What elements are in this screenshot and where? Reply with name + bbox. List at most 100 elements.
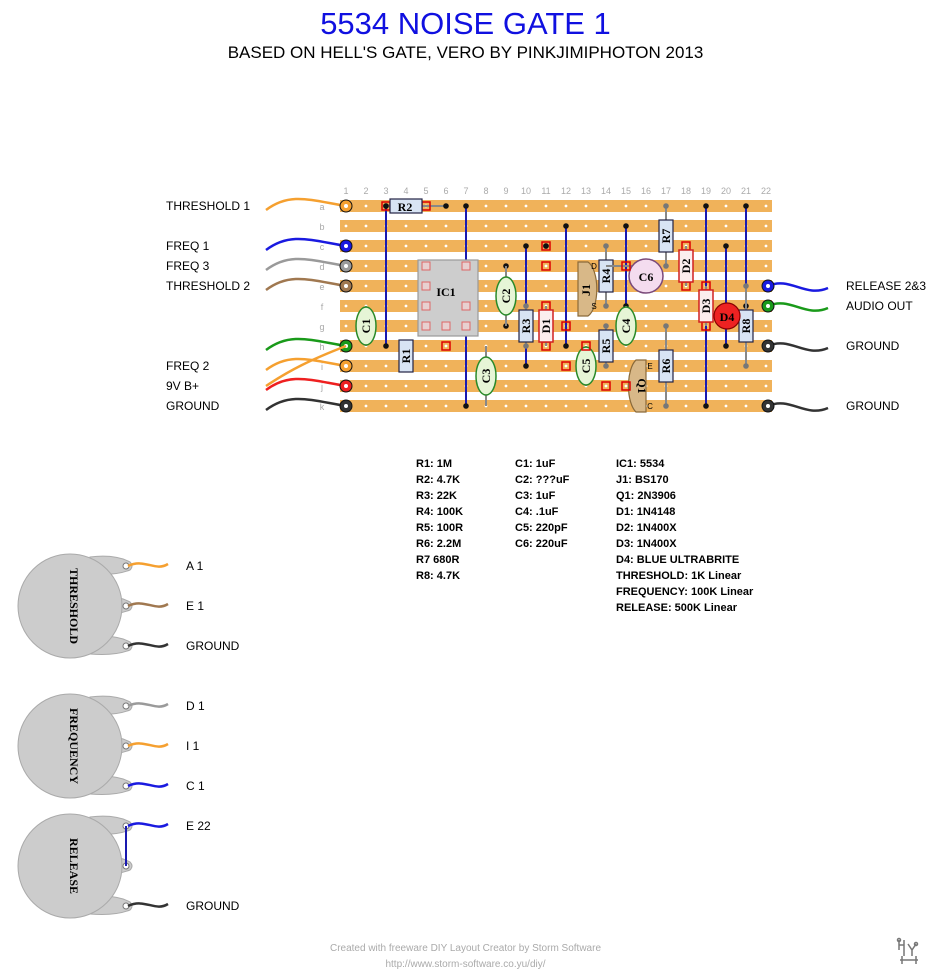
column-label: 19	[701, 186, 711, 196]
electrolytic-capacitor-body	[628, 258, 664, 294]
column-label: 7	[463, 186, 468, 196]
hole	[404, 304, 408, 308]
hole	[544, 364, 548, 368]
hole	[644, 304, 648, 308]
hole	[364, 284, 368, 288]
ic-pin	[421, 281, 431, 291]
hole	[684, 344, 688, 348]
pot-lug-label: D 1	[186, 699, 205, 713]
hole	[604, 404, 608, 408]
hole	[544, 384, 548, 388]
copper-strip	[340, 380, 772, 392]
resistor-label: R3	[519, 319, 533, 334]
capacitor-label: C3	[479, 369, 493, 384]
jfet-label: J1	[579, 284, 593, 296]
pot-wire	[127, 782, 169, 788]
solder-dot	[543, 243, 549, 249]
page-title: 5534 NOISE GATE 1	[320, 6, 611, 41]
bom-line: D3: 1N400X	[616, 538, 677, 550]
pin-letter: D	[591, 262, 597, 271]
bom-line: Q1: 2N3906	[616, 490, 676, 502]
hole	[504, 404, 508, 408]
bom-line: RELEASE: 500K Linear	[616, 602, 738, 614]
copper-strip	[340, 200, 772, 212]
row-label: c	[320, 242, 325, 252]
hole	[484, 264, 488, 268]
bom-line: D2: 1N400X	[616, 522, 677, 534]
hole	[684, 304, 688, 308]
wire-terminal-hole	[766, 284, 770, 288]
pot-lug-label: GROUND	[186, 899, 240, 913]
hole	[764, 204, 768, 208]
hole	[564, 404, 568, 408]
solder-dot	[523, 303, 529, 309]
solder-dot	[463, 203, 469, 209]
hole	[544, 264, 548, 268]
bom-line: D4: BLUE ULTRABRITE	[616, 554, 740, 566]
pot-wire	[127, 822, 169, 828]
hole	[504, 244, 508, 248]
column-label: 6	[443, 186, 448, 196]
hole	[404, 384, 408, 388]
hole	[764, 324, 768, 328]
capacitor-body	[495, 276, 517, 316]
hole	[344, 324, 348, 328]
capacitor-label: C4	[619, 319, 633, 334]
footer-url[interactable]: http://www.storm-software.co.yu/diy/	[385, 959, 546, 970]
solder-dot	[663, 203, 669, 209]
wire-terminal-hole	[344, 244, 348, 248]
page-subtitle: BASED ON HELL'S GATE, VERO BY PINKJIMIPH…	[227, 43, 704, 62]
bom-line: FREQUENCY: 100K Linear	[616, 586, 754, 598]
left-wire-label: THRESHOLD 2	[166, 279, 251, 293]
hole	[684, 384, 688, 388]
hole	[504, 344, 508, 348]
bom-line: IC1: 5534	[616, 458, 665, 470]
hole	[604, 384, 608, 388]
components: R2 R1 R3 R4 R5 R6 R7 R8 C1 C2 C3 C4 C5 C6 IC1 J1 D S Q1 E C D…	[355, 198, 754, 413]
hole	[364, 384, 368, 388]
solder-dot	[723, 343, 729, 349]
hole	[544, 284, 548, 288]
left-wire-label: FREQ 2	[166, 359, 210, 373]
bom-line: R1: 1M	[416, 458, 453, 470]
column-label: 4	[403, 186, 408, 196]
resistor-label: R5	[599, 339, 613, 354]
column-label: 11	[541, 186, 550, 196]
hole	[344, 304, 348, 308]
solder-dot	[383, 343, 389, 349]
hole	[644, 244, 648, 248]
bom-line: R2: 4.7K	[416, 474, 461, 486]
column-label: 21	[741, 186, 751, 196]
resistor-body	[389, 198, 423, 214]
wire	[265, 197, 347, 212]
hole	[624, 384, 628, 388]
bom-line: C2: ???uF	[515, 474, 570, 486]
hole	[384, 404, 388, 408]
hole	[444, 384, 448, 388]
ic-pin	[461, 321, 471, 331]
capacitor-label: C5	[579, 359, 593, 374]
column-label: 22	[761, 186, 771, 196]
pad-marker	[541, 261, 551, 271]
hole	[684, 404, 688, 408]
right-wire-label: AUDIO OUT	[846, 299, 913, 313]
hole	[584, 404, 588, 408]
hole	[504, 204, 508, 208]
hole	[404, 324, 408, 328]
jfet-body	[577, 261, 598, 317]
hole	[644, 344, 648, 348]
pot-wire	[127, 642, 169, 648]
hole	[724, 384, 728, 388]
pin-letter: C	[647, 402, 653, 411]
pot-body	[17, 813, 123, 919]
column-label: 16	[641, 186, 651, 196]
pot-release: RELEASE E 22 GROUND	[17, 813, 240, 919]
diode-body	[678, 249, 694, 283]
bom-line: D1: 1N4148	[616, 506, 676, 518]
column-label: 3	[383, 186, 388, 196]
hole	[524, 224, 528, 228]
solder-dot	[663, 263, 669, 269]
ic-label: IC1	[436, 285, 455, 299]
hole	[524, 384, 528, 388]
row-label: a	[319, 202, 324, 212]
